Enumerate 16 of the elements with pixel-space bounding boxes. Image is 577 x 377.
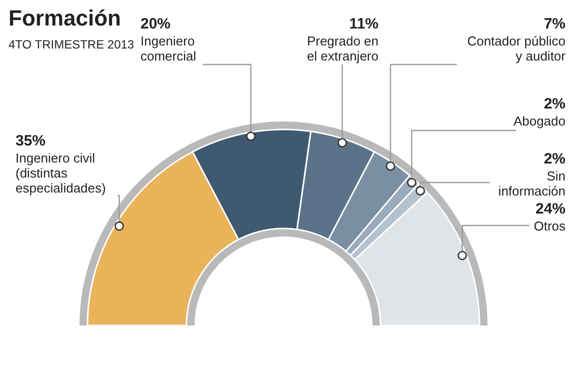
slice-label: Ingeniero comercial bbox=[140, 34, 196, 64]
data-label: 20% bbox=[140, 16, 171, 32]
data-label: 7% bbox=[544, 16, 566, 32]
slice-label: Pregrado en el extranjero bbox=[306, 34, 379, 64]
data-label: 24% bbox=[535, 200, 566, 218]
data-label: 35% bbox=[16, 132, 46, 150]
slice-label: Sin información bbox=[498, 168, 566, 198]
slice-label: Ingeniero civil (distintas especialidades) bbox=[16, 150, 106, 196]
data-label: 2% bbox=[544, 96, 566, 112]
data-label: 11% bbox=[349, 16, 379, 32]
data-label: 2% bbox=[544, 150, 566, 168]
slice-label: Contador público y auditor bbox=[467, 34, 566, 64]
chart-title: Formación bbox=[8, 6, 121, 30]
slice-label: Otros bbox=[534, 218, 566, 234]
slice-label: Abogado bbox=[513, 114, 566, 128]
text: 4TO TRIMESTRE 2013 bbox=[8, 38, 134, 52]
